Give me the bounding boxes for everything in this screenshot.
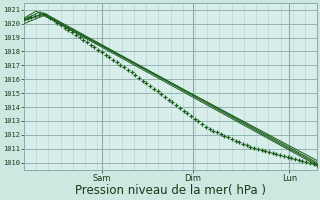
- X-axis label: Pression niveau de la mer( hPa ): Pression niveau de la mer( hPa ): [75, 184, 266, 197]
